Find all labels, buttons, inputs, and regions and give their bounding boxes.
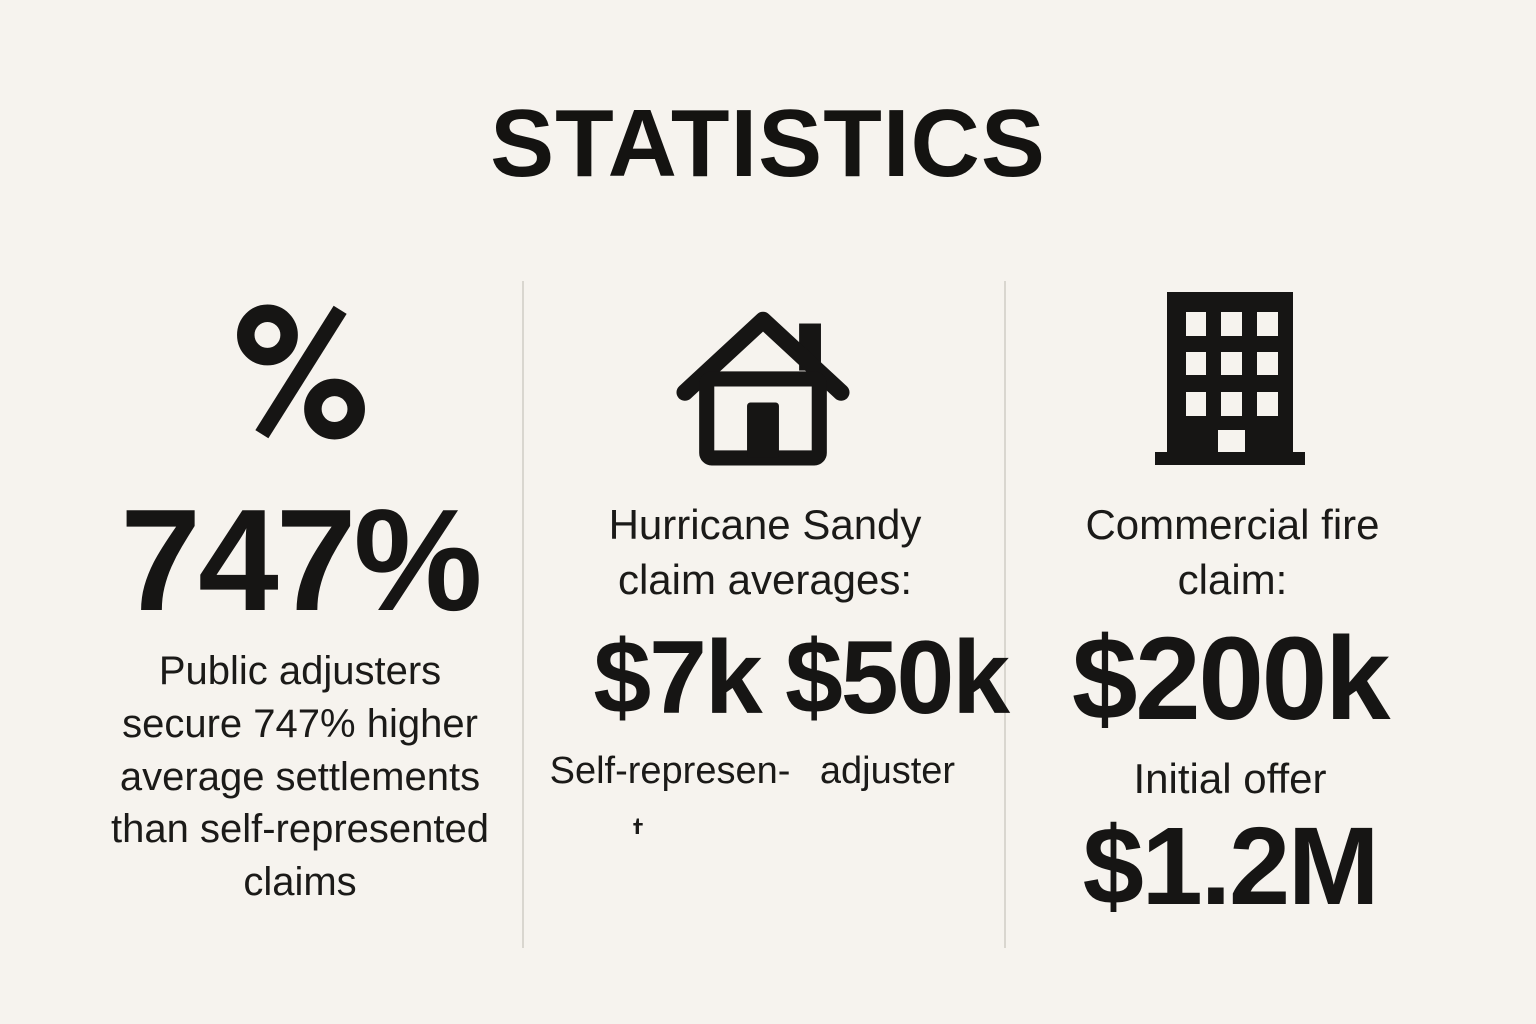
commercial-heading: Commercial fire claim:: [1040, 498, 1425, 607]
description-line: claims: [243, 860, 357, 905]
building-icon: [1155, 292, 1305, 465]
description-line: than self-represented: [110, 807, 489, 852]
initial-offer-label: Initial offer: [1133, 755, 1327, 802]
adjuster-value: $50k: [785, 620, 1010, 736]
adjuster-label: adjuster: [819, 750, 956, 792]
heading-line: Commercial fire: [1085, 501, 1380, 548]
initial-offer-value: $1.2M: [1082, 805, 1380, 928]
description-line: average settlements: [119, 754, 481, 799]
description-line: Public adjusters: [158, 649, 442, 693]
percentage-value: 747%: [120, 479, 482, 641]
percent-icon: [231, 300, 371, 444]
house-icon: [668, 300, 858, 468]
heading-line: claim averages:: [617, 555, 913, 603]
page-title: STATISTICS: [490, 90, 1046, 197]
heading-line: claim:: [1177, 555, 1288, 603]
column-divider-left: [522, 281, 524, 948]
percentage-description: Public adjusters secure 747% higher aver…: [70, 645, 530, 909]
column-divider-right: [1004, 281, 1006, 948]
self-represented-label: Self-represen-: [549, 750, 791, 792]
commercial-claim-value: $200k: [1071, 613, 1391, 745]
heading-line: Hurricane Sandy: [608, 501, 922, 548]
self-represented-label-clipped: t: [632, 812, 644, 834]
self-represented-value: $7k: [593, 620, 762, 736]
description-line: secure 747% higher: [122, 701, 478, 746]
hurricane-heading: Hurricane Sandy claim averages:: [565, 498, 965, 607]
